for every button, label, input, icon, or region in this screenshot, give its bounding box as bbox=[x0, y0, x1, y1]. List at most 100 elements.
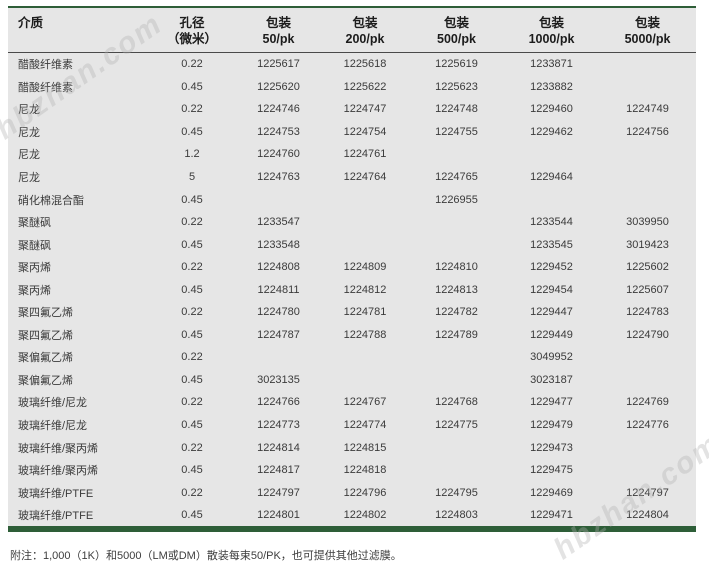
cell-medium: 聚四氟乙烯 bbox=[18, 329, 73, 342]
cell-catalog-number: 1225617 bbox=[257, 58, 300, 71]
cell-catalog-number: 1225622 bbox=[343, 80, 387, 93]
cell-catalog-number: 1224810 bbox=[435, 261, 478, 274]
cell-medium: 尼龙 bbox=[18, 104, 40, 117]
cell-catalog-number: 1229464 bbox=[530, 171, 573, 183]
cell-catalog-number: 1224766 bbox=[257, 396, 300, 409]
cell-catalog-number: 1224776 bbox=[626, 419, 669, 432]
cell-catalog-number: 1225607 bbox=[626, 283, 669, 296]
cell-catalog-number: 1224769 bbox=[626, 396, 669, 409]
cell-medium: 聚偏氟乙烯 bbox=[18, 374, 73, 387]
cell-medium: 硝化棉混合酯 bbox=[18, 194, 84, 207]
cell-catalog-number: 1229462 bbox=[530, 125, 573, 138]
cell-catalog-number: 1224797 bbox=[257, 486, 300, 499]
cell-catalog-number: 1224817 bbox=[257, 464, 300, 477]
cell-catalog-number: 1226955 bbox=[435, 193, 478, 206]
cell-pore-size: 0.45 bbox=[181, 80, 203, 93]
cell-catalog-number: 1225619 bbox=[435, 58, 478, 71]
cell-catalog-number: 1224747 bbox=[343, 103, 387, 116]
table-row: 尼龙 5 1224763 1224764 1224765 1229464 bbox=[8, 166, 696, 189]
cell-catalog-number: 1225602 bbox=[626, 261, 669, 274]
table-row: 聚四氟乙烯 0.45 1224787 1224788 1224789 1229449 122… bbox=[8, 324, 696, 347]
cell-pore-size: 0.22 bbox=[181, 261, 203, 274]
table-row: 玻璃纤维/PTFE 0.45 1224801 1224802 1224803 122947… bbox=[8, 504, 696, 527]
table-row: 玻璃纤维/尼龙 0.45 1224773 1224774 1224775 1229479 1… bbox=[8, 414, 696, 437]
cell-pore-size: 0.22 bbox=[181, 103, 203, 116]
cell-catalog-number: 1224809 bbox=[343, 261, 387, 274]
cell-pore-size: 0.22 bbox=[181, 486, 203, 499]
column-header-pack-200: 包装 200/pk bbox=[345, 16, 385, 46]
cell-catalog-number: 1229469 bbox=[530, 486, 573, 499]
cell-catalog-number: 1224815 bbox=[343, 441, 387, 454]
cell-medium: 聚偏氟乙烯 bbox=[18, 352, 73, 365]
cell-catalog-number: 1225620 bbox=[257, 80, 300, 93]
cell-catalog-number: 1229477 bbox=[530, 396, 573, 409]
cell-catalog-number: 1225618 bbox=[343, 58, 387, 71]
column-header-pack-1000: 包装 1000/pk bbox=[528, 16, 575, 46]
cell-pore-size: 0.45 bbox=[181, 125, 203, 138]
cell-medium: 玻璃纤维/尼龙 bbox=[18, 420, 88, 433]
table-row: 醋酸纤维素 0.45 1225620 1225622 1225623 1233882 bbox=[8, 76, 696, 99]
cell-pore-size: 0.22 bbox=[181, 58, 203, 71]
cell-pore-size: 0.45 bbox=[181, 193, 203, 206]
cell-catalog-number: 1224783 bbox=[626, 306, 669, 319]
cell-catalog-number: 1233547 bbox=[257, 216, 300, 229]
cell-catalog-number: 1224788 bbox=[343, 328, 387, 341]
cell-catalog-number: 1233871 bbox=[530, 58, 573, 71]
column-header-pore-size: 孔径 （微米） bbox=[166, 16, 217, 46]
column-header-pack-50: 包装 50/pk bbox=[262, 16, 295, 46]
cell-catalog-number: 1224789 bbox=[435, 328, 478, 341]
cell-catalog-number: 1224790 bbox=[626, 328, 669, 341]
cell-catalog-number: 1224760 bbox=[257, 148, 300, 161]
cell-medium: 醋酸纤维素 bbox=[18, 59, 73, 72]
cell-catalog-number: 1224811 bbox=[257, 283, 300, 296]
table-row: 聚四氟乙烯 0.22 1224780 1224781 1224782 1229447 122… bbox=[8, 301, 696, 324]
cell-medium: 尼龙 bbox=[18, 126, 40, 139]
cell-catalog-number: 1224774 bbox=[343, 419, 387, 432]
cell-medium: 醋酸纤维素 bbox=[18, 81, 73, 94]
table-row: 尼龙 0.45 1224753 1224754 1224755 1229462 122475… bbox=[8, 121, 696, 144]
table-row: 玻璃纤维/聚丙烯 0.45 1224817 1224818 1229475 bbox=[8, 459, 696, 482]
cell-catalog-number: 1224802 bbox=[343, 509, 387, 522]
table-row: 聚丙烯 0.45 1224811 1224812 1224813 1229454 12256… bbox=[8, 278, 696, 301]
cell-catalog-number: 1224804 bbox=[626, 509, 669, 522]
cell-medium: 聚丙烯 bbox=[18, 284, 51, 297]
table-row: 聚丙烯 0.22 1224808 1224809 1224810 1229452 12256… bbox=[8, 256, 696, 279]
cell-catalog-number: 1224787 bbox=[257, 328, 300, 341]
cell-catalog-number: 1229452 bbox=[530, 261, 573, 274]
cell-catalog-number: 1224748 bbox=[435, 103, 478, 116]
cell-catalog-number: 1233544 bbox=[530, 216, 573, 229]
cell-catalog-number: 3049952 bbox=[530, 351, 573, 364]
cell-catalog-number: 1224813 bbox=[435, 283, 478, 296]
cell-catalog-number: 1224781 bbox=[343, 306, 387, 319]
cell-catalog-number: 1224812 bbox=[343, 283, 387, 296]
cell-catalog-number: 1224775 bbox=[435, 419, 478, 432]
cell-catalog-number: 1229454 bbox=[530, 283, 573, 296]
cell-catalog-number: 3023187 bbox=[530, 373, 573, 386]
cell-catalog-number: 1233882 bbox=[530, 80, 573, 93]
cell-pore-size: 0.45 bbox=[181, 464, 203, 477]
cell-catalog-number: 1224768 bbox=[435, 396, 478, 409]
table-row: 醋酸纤维素 0.22 1225617 1225618 1225619 1233871 bbox=[8, 53, 696, 76]
cell-catalog-number: 1224818 bbox=[343, 464, 387, 477]
cell-catalog-number: 1224767 bbox=[343, 396, 387, 409]
table-row: 硝化棉混合酯 0.45 1226955 bbox=[8, 188, 696, 211]
table-row: 玻璃纤维/PTFE 0.22 1224797 1224796 1224795 122946… bbox=[8, 481, 696, 504]
cell-catalog-number: 1224795 bbox=[435, 486, 478, 499]
table-row: 尼龙 0.22 1224746 1224747 1224748 1229460 122474… bbox=[8, 98, 696, 121]
cell-medium: 聚丙烯 bbox=[18, 262, 51, 275]
cell-medium: 玻璃纤维/尼龙 bbox=[18, 397, 88, 410]
cell-catalog-number: 1224773 bbox=[257, 419, 300, 432]
cell-catalog-number: 1224753 bbox=[257, 125, 300, 138]
cell-catalog-number: 1224763 bbox=[257, 171, 300, 183]
cell-medium: 玻璃纤维/聚丙烯 bbox=[18, 442, 99, 455]
cell-medium: 尼龙 bbox=[18, 149, 40, 162]
cell-catalog-number: 1229473 bbox=[530, 441, 573, 454]
cell-catalog-number: 1225623 bbox=[435, 80, 478, 93]
cell-pore-size: 0.45 bbox=[181, 238, 203, 251]
cell-pore-size: 0.45 bbox=[181, 419, 203, 432]
cell-catalog-number: 1229447 bbox=[530, 306, 573, 319]
cell-pore-size: 0.22 bbox=[181, 306, 203, 319]
cell-catalog-number: 1224761 bbox=[343, 148, 387, 161]
cell-pore-size: 1.2 bbox=[184, 148, 200, 161]
